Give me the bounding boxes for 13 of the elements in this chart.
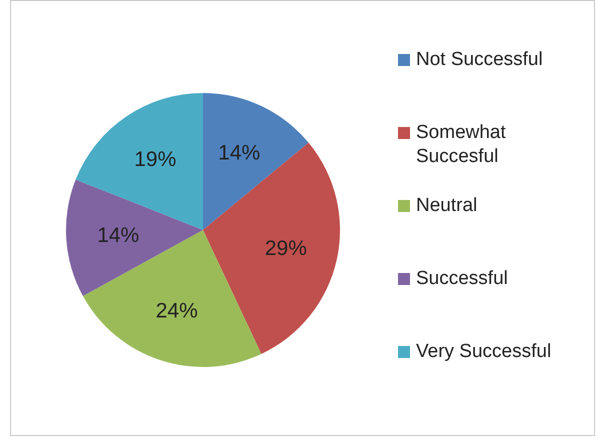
legend-label: Not Successful [416, 48, 544, 72]
pie-slice [203, 142, 340, 354]
pie-slice [203, 93, 309, 230]
legend-label: Neutral [416, 194, 478, 218]
legend-label: Successful [416, 267, 509, 291]
legend-label: Somewhat Succesful [416, 121, 507, 169]
legend-label: Very Successful [416, 340, 552, 364]
data-label: 24% [156, 299, 198, 322]
data-label: 19% [134, 148, 176, 172]
data-label: 29% [264, 237, 307, 260]
data-label: 14% [97, 224, 140, 247]
pie-slice [66, 180, 203, 296]
data-label: 14% [218, 142, 260, 165]
